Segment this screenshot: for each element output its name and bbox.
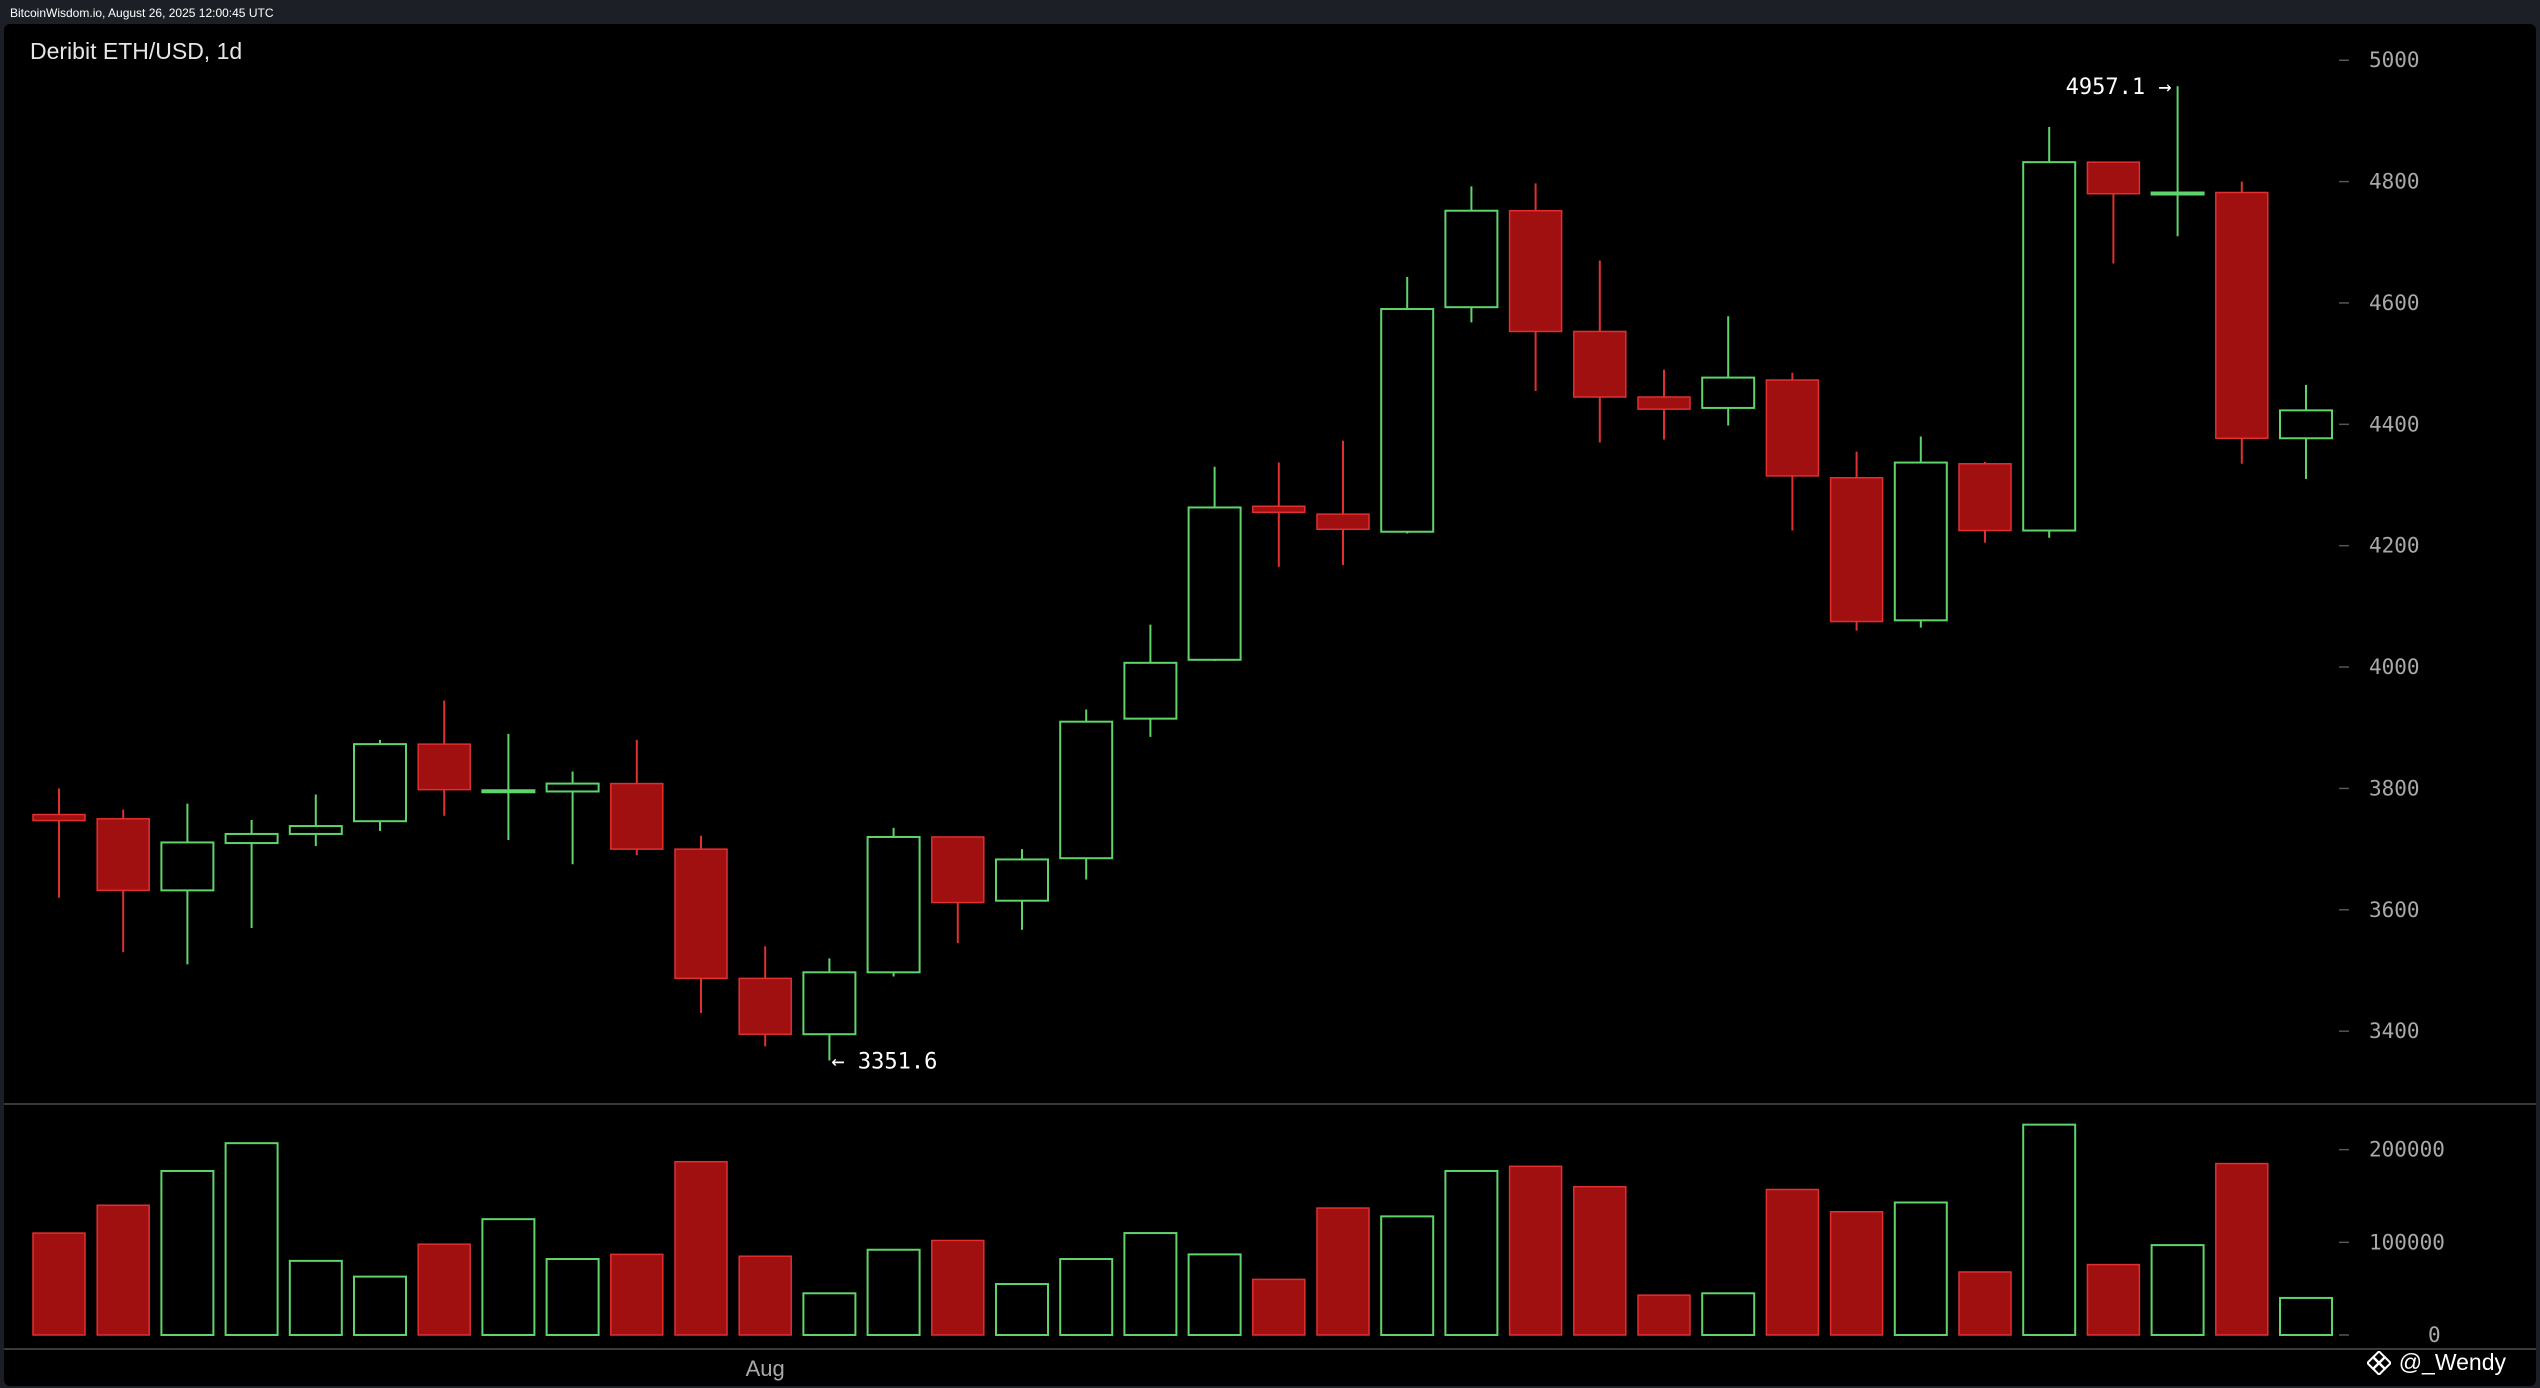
volume-bar-up [995, 1283, 1049, 1336]
price-axis-label: 3600 [2369, 898, 2420, 922]
volume-bar-down [417, 1243, 471, 1336]
candle-body-down [1252, 505, 1306, 514]
candle-body-up [2279, 409, 2333, 440]
volume-bar-up [1380, 1215, 1435, 1336]
top-info-bar: BitcoinWisdom.io, August 26, 2025 12:00:… [0, 0, 2540, 24]
volume-bar-up [224, 1142, 279, 1336]
volume-bar-down [738, 1255, 792, 1336]
volume-bar-up [353, 1275, 407, 1336]
volume-bar-down [2086, 1263, 2141, 1336]
volume-bar-down [1508, 1165, 1563, 1336]
candle-body-down [1958, 463, 2012, 532]
watermark: @_Wendy [2366, 1349, 2506, 1376]
candle-body-up [1701, 376, 1756, 409]
volume-bar-up [288, 1259, 343, 1336]
candle-body-down [1508, 209, 1563, 333]
price-axis-label: 3800 [2369, 776, 2420, 800]
volume-bar-up [1893, 1201, 1948, 1336]
volume-bar-down [96, 1204, 150, 1336]
candle-body-down [1637, 396, 1691, 410]
watermark-text: @_Wendy [2398, 1349, 2506, 1375]
volume-bar-up [2150, 1244, 2205, 1337]
price-axis-label: 4000 [2369, 655, 2420, 679]
candle-body-down [931, 836, 985, 904]
candle-body-down [1829, 476, 1884, 623]
candle-body-up [1893, 461, 1948, 622]
candle-body-up [1123, 661, 1178, 720]
volume-bar-down [931, 1239, 985, 1336]
volume-bar-down [1573, 1185, 1627, 1336]
candle-body-down [2086, 161, 2141, 195]
candle-body-down [610, 782, 664, 850]
volume-bar-down [1958, 1271, 2012, 1336]
volume-axis-label: 100000 [2369, 1230, 2445, 1254]
volume-bar-up [802, 1292, 857, 1336]
candle-body-down [417, 743, 471, 791]
candle-body-up [2022, 161, 2077, 532]
price-axis-label: 4400 [2369, 412, 2420, 436]
volume-axis-label: 200000 [2369, 1138, 2445, 1162]
price-axis-label: 4600 [2369, 291, 2420, 315]
volume-bar-down [32, 1232, 86, 1336]
volume-bar-up [160, 1169, 215, 1337]
candle-body-up [1444, 209, 1499, 309]
volume-bar-down [2215, 1162, 2269, 1336]
candle-body-up [1380, 308, 1435, 533]
candle-body-up [995, 858, 1049, 902]
volume-bar-down [1316, 1207, 1370, 1336]
candle-body-down [738, 977, 792, 1035]
candle-body-down [1573, 330, 1627, 398]
price-axis-label: 5000 [2369, 48, 2420, 72]
candle-body-down [2215, 191, 2269, 440]
candle-body-up [224, 832, 279, 845]
source-timestamp: BitcoinWisdom.io, August 26, 2025 12:00:… [10, 6, 274, 20]
volume-bar-down [674, 1160, 728, 1336]
candle-body-up [1187, 506, 1242, 661]
chart-panel[interactable]: 3400 3600 3800 4000 4200 4400 4600 4800 5000 0 100… [4, 24, 2536, 1386]
candle-body-up [866, 835, 921, 974]
candle-body-down [32, 813, 86, 822]
candle-body-up [802, 971, 857, 1036]
candle-body-up [1059, 720, 1114, 860]
chart-title: Deribit ETH/USD, 1d [30, 38, 243, 64]
volume-axis-label: 0 [2428, 1323, 2441, 1347]
candle-body-up [481, 789, 536, 794]
volume-bar-up [2022, 1123, 2077, 1337]
candle-body-up [2150, 191, 2205, 196]
binance-diamond-icon [2366, 1350, 2391, 1375]
volume-bar-down [1829, 1210, 1884, 1336]
candle-body-up [288, 825, 343, 835]
candle-body-down [1765, 379, 1820, 477]
volume-bar-up [545, 1258, 600, 1337]
candle-body-down [674, 848, 728, 980]
volume-bar-up [1123, 1232, 1178, 1336]
candle-body-up [160, 841, 215, 892]
price-axis-label: 4200 [2369, 534, 2420, 558]
volume-bar-up [1701, 1292, 1756, 1336]
price-axis-label: 4800 [2369, 170, 2420, 194]
candle-body-up [545, 782, 600, 793]
volume-bar-down [610, 1253, 664, 1336]
low-annotation: ← 3351.6 [831, 1050, 937, 1075]
candle-body-up [353, 743, 407, 823]
volume-bar-up [2279, 1296, 2333, 1336]
price-axis-label: 3400 [2369, 1019, 2420, 1043]
volume-bar-up [866, 1248, 921, 1336]
x-axis-label: Aug [746, 1356, 785, 1381]
volume-bar-down [1252, 1278, 1306, 1336]
candle-body-down [1316, 513, 1370, 531]
volume-bar-down [1637, 1294, 1691, 1336]
candle-body-down [96, 818, 150, 892]
volume-bar-up [1444, 1169, 1499, 1337]
candlestick-chart[interactable]: 3400 3600 3800 4000 4200 4400 4600 4800 5000 0 100… [4, 24, 2536, 1386]
volume-bar-up [481, 1218, 536, 1336]
high-annotation: 4957.1 → [2066, 75, 2172, 100]
volume-bar-up [1187, 1253, 1242, 1336]
volume-bar-down [1765, 1188, 1820, 1336]
volume-bar-up [1059, 1258, 1114, 1337]
